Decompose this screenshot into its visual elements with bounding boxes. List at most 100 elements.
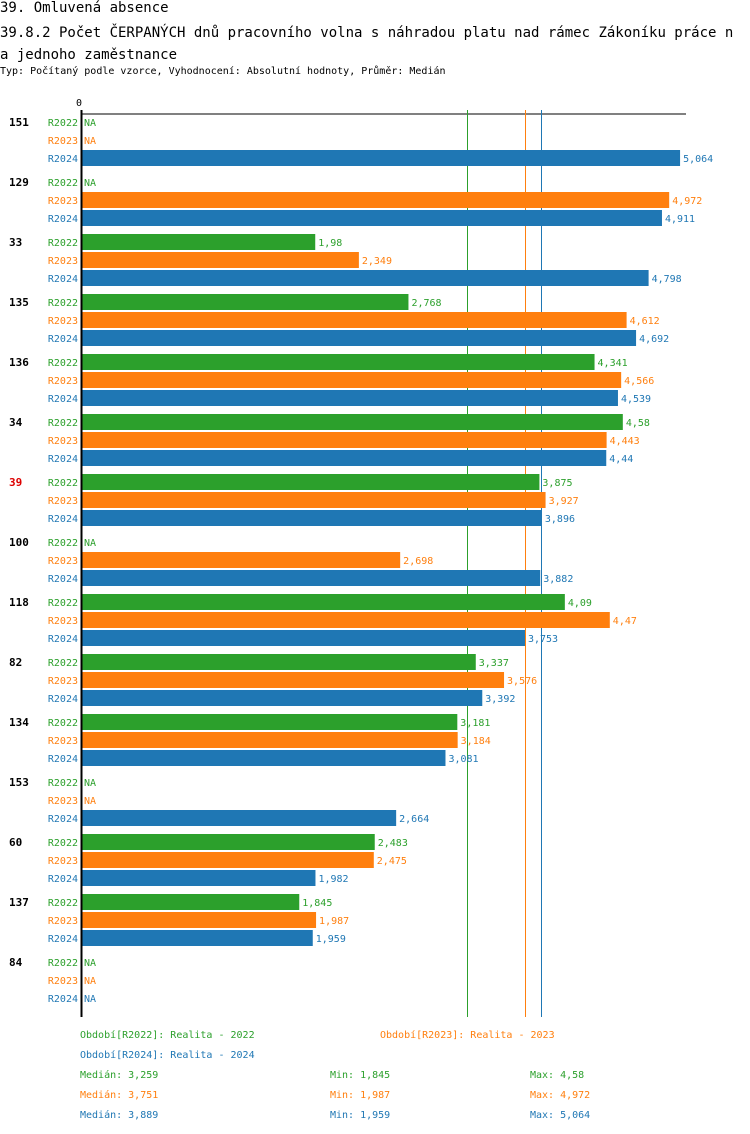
bar bbox=[81, 930, 313, 946]
series-label: R2023 bbox=[48, 736, 78, 747]
series-label: R2022 bbox=[48, 118, 78, 129]
category-label: 34 bbox=[9, 416, 23, 429]
data-label: 3,181 bbox=[460, 718, 490, 729]
data-label: 4,911 bbox=[665, 214, 695, 225]
data-label: 2,698 bbox=[403, 556, 433, 567]
bar bbox=[81, 570, 541, 586]
data-label: 1,982 bbox=[318, 874, 348, 885]
data-label: 4,798 bbox=[652, 274, 682, 285]
data-label: 3,896 bbox=[545, 514, 575, 525]
stat-max: Max: 5,064 bbox=[530, 1110, 591, 1121]
bar bbox=[81, 552, 401, 568]
series-label: R2024 bbox=[48, 274, 78, 285]
data-label: 3,081 bbox=[448, 754, 478, 765]
data-label: 2,664 bbox=[399, 814, 429, 825]
stat-min: Min: 1,987 bbox=[330, 1090, 391, 1101]
data-label: 3,576 bbox=[507, 676, 537, 687]
series-label: R2024 bbox=[48, 394, 78, 405]
bar bbox=[81, 252, 359, 268]
bar bbox=[81, 492, 546, 508]
stat-max: Max: 4,58 bbox=[530, 1070, 585, 1081]
series-label: R2024 bbox=[48, 334, 78, 345]
na-label: NA bbox=[84, 796, 96, 807]
series-label: R2022 bbox=[48, 778, 78, 789]
category-label: 135 bbox=[9, 296, 29, 309]
bar bbox=[81, 714, 458, 730]
series-label: R2023 bbox=[48, 676, 78, 687]
series-label: R2022 bbox=[48, 238, 78, 249]
na-label: NA bbox=[84, 118, 96, 129]
stat-min: Min: 1,845 bbox=[330, 1070, 391, 1081]
series-label: R2023 bbox=[48, 796, 78, 807]
bar bbox=[81, 390, 618, 406]
bar bbox=[81, 414, 623, 430]
series-label: R2022 bbox=[48, 958, 78, 969]
data-label: 3,337 bbox=[479, 658, 509, 669]
series-label: R2024 bbox=[48, 514, 78, 525]
bar bbox=[81, 192, 670, 208]
stat-median: Medián: 3,889 bbox=[80, 1110, 159, 1121]
series-label: R2024 bbox=[48, 154, 78, 165]
series-label: R2022 bbox=[48, 898, 78, 909]
data-label: 1,98 bbox=[318, 238, 342, 249]
data-label: 4,341 bbox=[598, 358, 628, 369]
bar bbox=[81, 234, 316, 250]
bar bbox=[81, 210, 662, 226]
category-label: 137 bbox=[9, 896, 29, 909]
data-label: 4,44 bbox=[609, 454, 633, 465]
bar bbox=[81, 474, 540, 490]
series-label: R2023 bbox=[48, 256, 78, 267]
data-label: 1,987 bbox=[319, 916, 349, 927]
category-label: 100 bbox=[9, 536, 29, 549]
bar bbox=[81, 690, 483, 706]
x-tick-label: 0 bbox=[76, 98, 82, 109]
bar bbox=[81, 654, 476, 670]
series-label: R2024 bbox=[48, 454, 78, 465]
series-label: R2022 bbox=[48, 358, 78, 369]
category-label: 82 bbox=[9, 656, 22, 669]
series-label: R2023 bbox=[48, 436, 78, 447]
bar bbox=[81, 450, 607, 466]
bar bbox=[81, 750, 446, 766]
series-label: R2023 bbox=[48, 196, 78, 207]
data-label: 4,539 bbox=[621, 394, 651, 405]
bar bbox=[81, 354, 595, 370]
category-label: 129 bbox=[9, 176, 29, 189]
stat-median: Medián: 3,751 bbox=[80, 1090, 159, 1101]
category-label: 39 bbox=[9, 476, 22, 489]
data-label: 3,184 bbox=[461, 736, 491, 747]
data-label: 2,349 bbox=[362, 256, 392, 267]
series-label: R2022 bbox=[48, 598, 78, 609]
bar bbox=[81, 810, 397, 826]
category-label: 153 bbox=[9, 776, 29, 789]
section-title: 39. Omluvená absence bbox=[0, 0, 169, 16]
series-label: R2023 bbox=[48, 856, 78, 867]
series-label: R2023 bbox=[48, 376, 78, 387]
stat-median: Medián: 3,259 bbox=[80, 1070, 159, 1081]
data-label: 4,612 bbox=[630, 316, 660, 327]
na-label: NA bbox=[84, 778, 96, 789]
data-label: 4,09 bbox=[568, 598, 592, 609]
data-label: 2,483 bbox=[378, 838, 408, 849]
data-label: 1,845 bbox=[302, 898, 332, 909]
chart-meta: Typ: Počítaný podle vzorce, Vyhodnocení:… bbox=[0, 66, 446, 77]
series-label: R2024 bbox=[48, 754, 78, 765]
data-label: 1,959 bbox=[316, 934, 346, 945]
na-label: NA bbox=[84, 538, 96, 549]
na-label: NA bbox=[84, 178, 96, 189]
series-label: R2024 bbox=[48, 874, 78, 885]
na-label: NA bbox=[84, 136, 96, 147]
bar bbox=[81, 894, 300, 910]
bar bbox=[81, 432, 607, 448]
series-label: R2024 bbox=[48, 814, 78, 825]
series-label: R2024 bbox=[48, 934, 78, 945]
category-label: 84 bbox=[9, 956, 23, 969]
series-label: R2022 bbox=[48, 178, 78, 189]
data-label: 4,566 bbox=[624, 376, 654, 387]
bar bbox=[81, 330, 637, 346]
bar bbox=[81, 732, 458, 748]
series-label: R2022 bbox=[48, 418, 78, 429]
series-label: R2022 bbox=[48, 718, 78, 729]
data-label: 4,443 bbox=[610, 436, 640, 447]
data-label: 2,475 bbox=[377, 856, 407, 867]
